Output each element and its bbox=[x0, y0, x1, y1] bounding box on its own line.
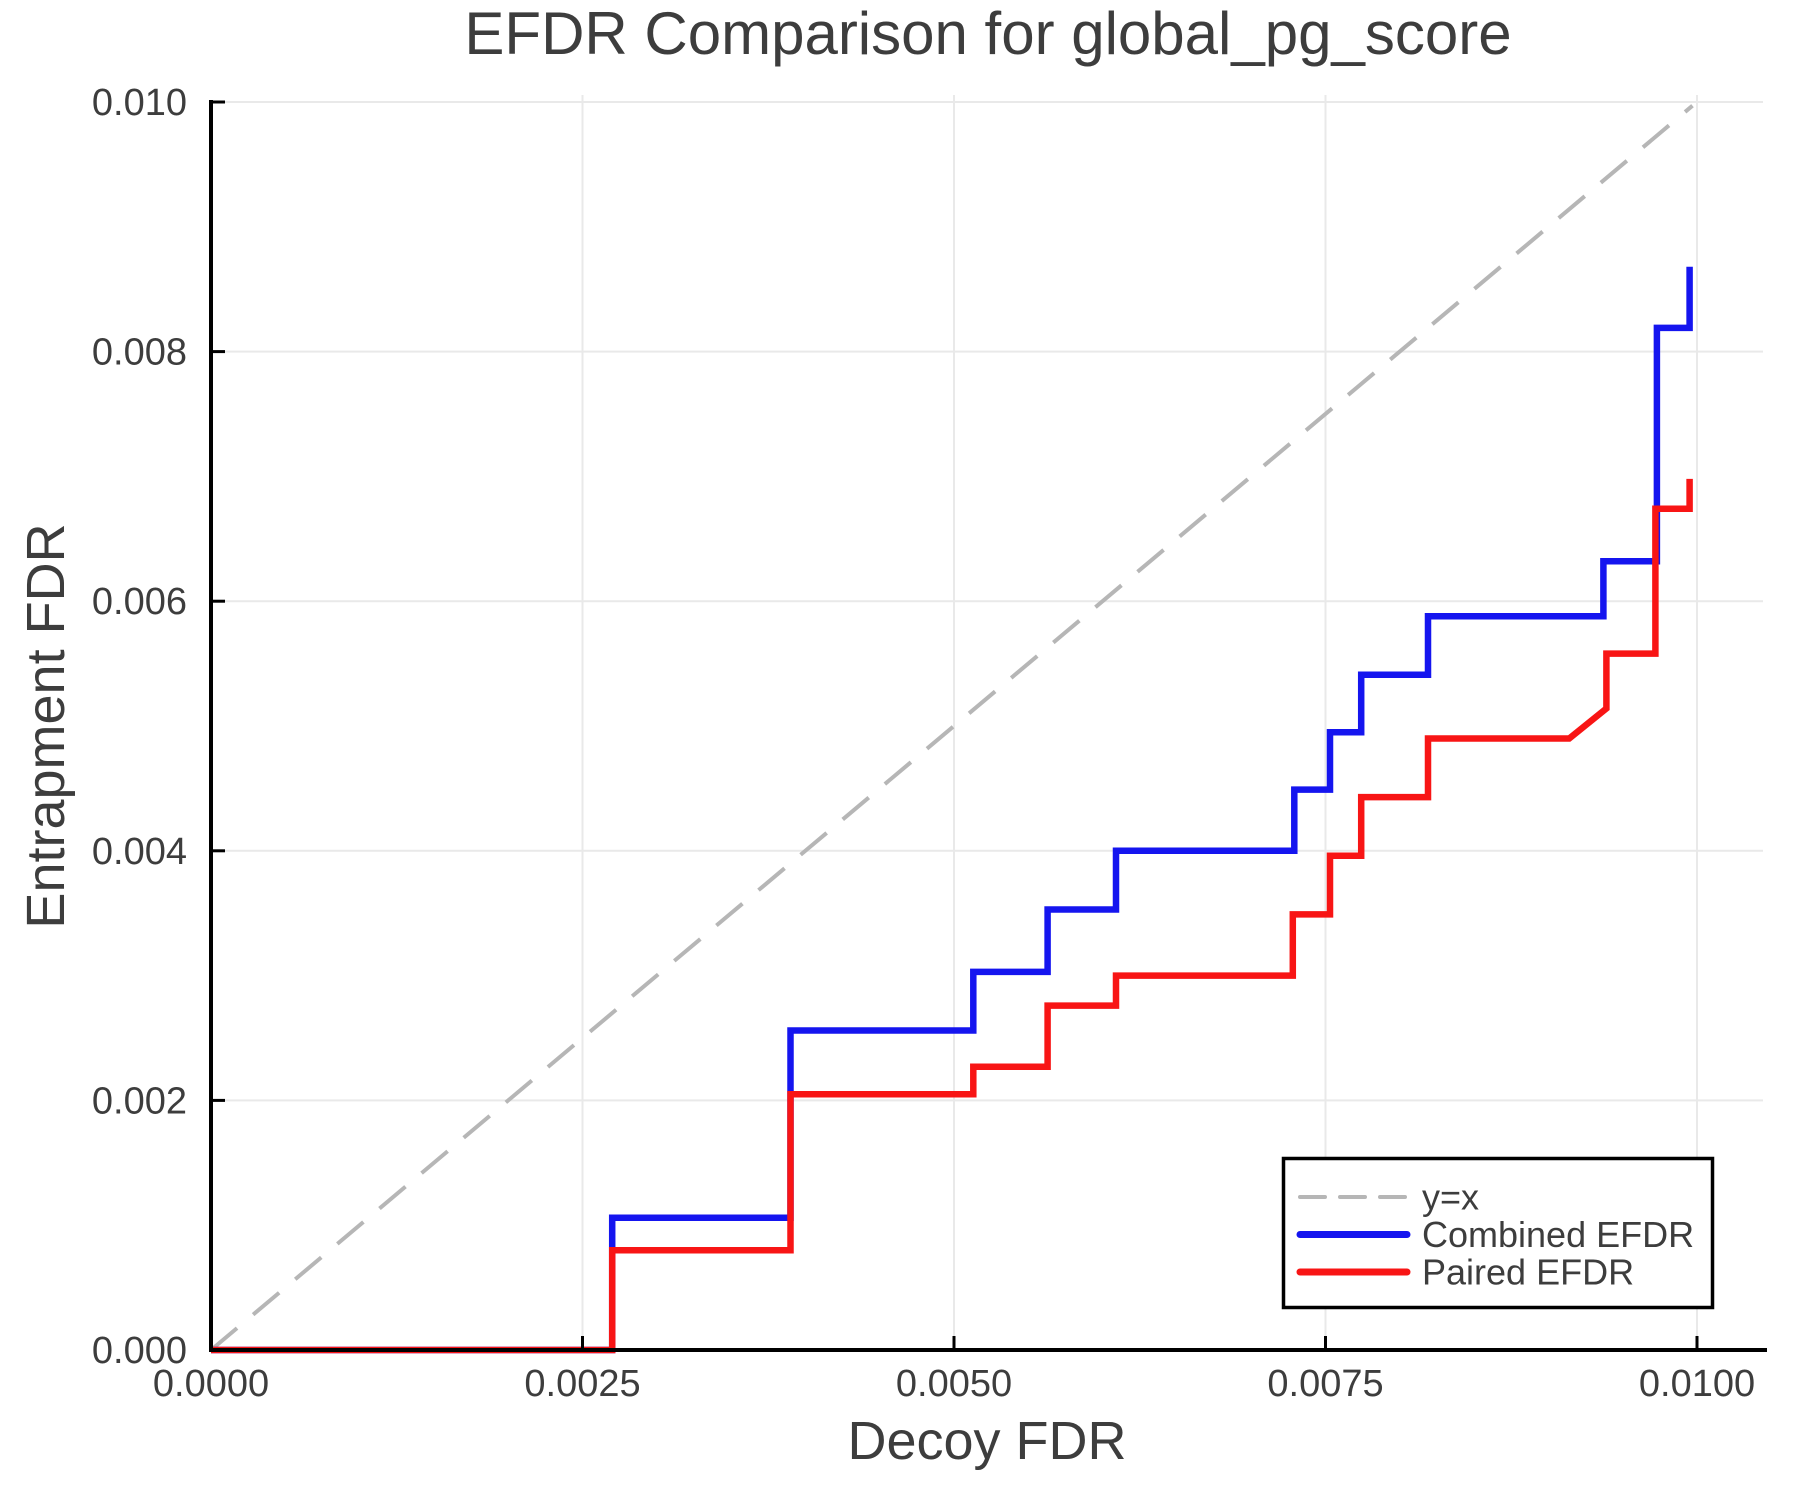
x-tick-label: 0.0000 bbox=[153, 1363, 269, 1405]
y-tick-label: 0.002 bbox=[92, 1080, 187, 1122]
x-tick-label: 0.0050 bbox=[896, 1363, 1012, 1405]
x-tick-label: 0.0025 bbox=[524, 1363, 640, 1405]
x-tick-label: 0.0075 bbox=[1267, 1363, 1383, 1405]
x-axis-label: Decoy FDR bbox=[847, 1411, 1126, 1471]
y-axis-label: Entrapment FDR bbox=[16, 523, 76, 928]
series-line-paired-efdr bbox=[211, 478, 1693, 1354]
series-line-combined-efdr bbox=[211, 266, 1693, 1354]
chart-title: EFDR Comparison for global_pg_score bbox=[464, 0, 1511, 67]
y-tick-label: 0.000 bbox=[92, 1330, 187, 1372]
series-lines bbox=[209, 104, 1694, 1354]
y-tick-label: 0.010 bbox=[92, 82, 187, 124]
y-tick-label: 0.006 bbox=[92, 581, 187, 623]
tick-labels: 0.0000 0.0025 0.0050 0.0075 0.0100 0.000 0.002… bbox=[92, 82, 1755, 1405]
gridlines bbox=[211, 95, 1763, 1350]
x-tick-label: 0.0100 bbox=[1639, 1363, 1755, 1405]
y-tick-label: 0.004 bbox=[92, 831, 187, 873]
legend-label-paired-efdr: Paired EFDR bbox=[1422, 1252, 1634, 1293]
series-line-y-x bbox=[209, 104, 1694, 1352]
legend-label-y-x: y=x bbox=[1422, 1177, 1479, 1218]
legend-label-combined-efdr: Combined EFDR bbox=[1422, 1214, 1694, 1255]
y-tick-label: 0.008 bbox=[92, 332, 187, 374]
axes-spines bbox=[209, 100, 1767, 1352]
